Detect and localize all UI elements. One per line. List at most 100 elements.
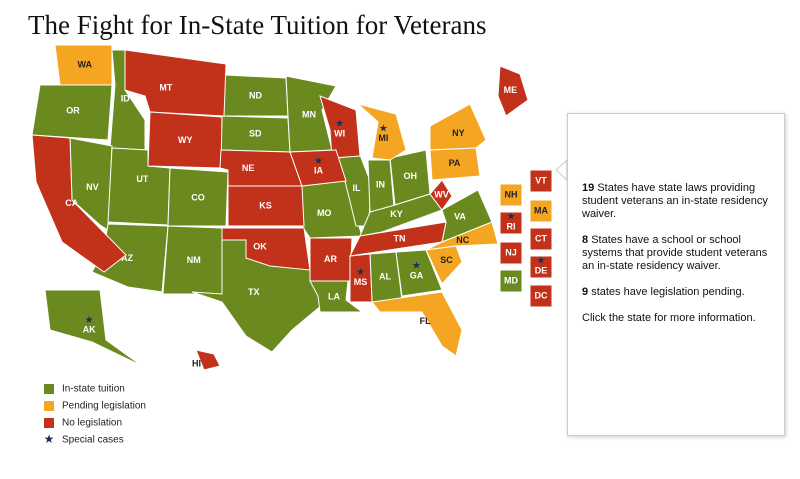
state-label[interactable]: KY xyxy=(390,209,403,219)
info-count: 8 xyxy=(582,234,589,246)
state[interactable] xyxy=(44,289,143,367)
state-label[interactable]: SC xyxy=(440,255,453,265)
state-label[interactable]: MN xyxy=(302,109,316,119)
state-label[interactable]: AR xyxy=(324,254,337,264)
state[interactable] xyxy=(221,227,311,271)
state-label[interactable]: CT xyxy=(535,233,547,243)
state-label[interactable]: IA xyxy=(314,166,324,176)
state-label[interactable]: MD xyxy=(504,275,518,285)
state[interactable] xyxy=(195,349,221,371)
state-label[interactable]: VT xyxy=(535,175,547,185)
state[interactable] xyxy=(497,65,529,117)
state-label[interactable]: AL xyxy=(379,271,391,281)
legend-swatch xyxy=(44,384,54,394)
state[interactable] xyxy=(529,284,553,308)
legend-label: In-state tuition xyxy=(62,384,125,395)
state-label[interactable]: AK xyxy=(83,325,96,335)
state[interactable] xyxy=(54,44,113,86)
info-text: States have a school or school systems t… xyxy=(582,234,768,272)
state-label[interactable]: OH xyxy=(404,171,418,181)
state[interactable] xyxy=(529,255,553,279)
state-label[interactable]: ND xyxy=(249,91,262,101)
state-label[interactable]: MA xyxy=(534,205,548,215)
state[interactable] xyxy=(289,149,347,187)
state-label[interactable]: MI xyxy=(378,133,388,143)
state-label[interactable]: IN xyxy=(376,179,385,189)
state-label[interactable]: MT xyxy=(159,82,172,92)
state-label[interactable]: RI xyxy=(507,221,516,231)
state-label[interactable]: MO xyxy=(317,208,332,218)
state[interactable] xyxy=(429,103,487,151)
state-label[interactable]: SD xyxy=(249,128,262,138)
info-count: 9 xyxy=(582,286,589,298)
state-label[interactable]: AZ xyxy=(121,253,133,263)
state[interactable] xyxy=(219,149,303,187)
state-label[interactable]: IL xyxy=(353,183,362,193)
info-paragraph: 19 States have state laws providing stud… xyxy=(582,182,772,221)
state[interactable] xyxy=(425,221,499,251)
state-label[interactable]: KS xyxy=(259,200,272,210)
state[interactable] xyxy=(529,169,553,193)
state[interactable] xyxy=(499,211,523,235)
state[interactable] xyxy=(349,253,373,303)
special-marker: ★ xyxy=(379,123,388,134)
state-label[interactable]: GA xyxy=(410,270,424,280)
state-label[interactable]: PA xyxy=(449,158,461,168)
state-label[interactable]: UT xyxy=(136,174,148,184)
state-label[interactable]: VA xyxy=(454,212,466,222)
special-marker: ★ xyxy=(335,119,344,130)
state[interactable] xyxy=(124,49,227,117)
state[interactable] xyxy=(499,241,523,265)
special-marker: ★ xyxy=(412,261,421,272)
state-label[interactable]: TN xyxy=(394,233,406,243)
legend-swatch xyxy=(44,401,54,411)
state[interactable] xyxy=(499,183,523,207)
state-label[interactable]: OR xyxy=(66,106,80,116)
state[interactable] xyxy=(349,221,447,257)
state-label[interactable]: WV xyxy=(434,189,449,199)
state[interactable] xyxy=(499,269,523,293)
state-label[interactable]: DC xyxy=(535,290,548,300)
state-label[interactable]: CO xyxy=(191,192,205,202)
state[interactable] xyxy=(425,245,463,285)
state-label[interactable]: NH xyxy=(505,189,518,199)
state[interactable] xyxy=(357,103,407,161)
state[interactable] xyxy=(319,95,361,159)
state[interactable] xyxy=(371,291,463,357)
state-label[interactable]: ME xyxy=(504,85,518,95)
state-label[interactable]: WA xyxy=(78,59,93,69)
legend-label: Special cases xyxy=(62,435,124,446)
state[interactable] xyxy=(31,134,127,273)
state-label[interactable]: NY xyxy=(452,128,465,138)
state-label[interactable]: NV xyxy=(86,182,99,192)
state-label[interactable]: WI xyxy=(334,128,345,138)
info-text: Click the state for more information. xyxy=(582,312,756,324)
special-marker: ★ xyxy=(537,256,546,267)
state-label[interactable]: NC xyxy=(456,235,469,245)
state-label[interactable]: NJ xyxy=(505,247,517,257)
state[interactable] xyxy=(429,147,481,181)
state-label[interactable]: HI xyxy=(192,358,201,368)
state[interactable] xyxy=(167,167,229,227)
state-label[interactable]: FL xyxy=(420,316,431,326)
state[interactable] xyxy=(227,185,305,227)
map-title: The Fight for In-State Tuition for Veter… xyxy=(28,10,487,40)
state-label[interactable]: TX xyxy=(248,287,260,297)
info-paragraph: 8 States have a school or school systems… xyxy=(582,234,772,273)
state-label[interactable]: MS xyxy=(354,277,368,287)
state-label[interactable]: NM xyxy=(187,255,201,265)
state-label[interactable]: NE xyxy=(242,163,255,173)
state[interactable] xyxy=(529,227,553,251)
state-label[interactable]: WY xyxy=(178,135,193,145)
state[interactable] xyxy=(429,179,453,211)
special-marker: ★ xyxy=(85,315,94,326)
state-label[interactable]: CA xyxy=(65,198,78,208)
state[interactable] xyxy=(395,249,443,297)
state[interactable] xyxy=(529,199,553,223)
state-label[interactable]: LA xyxy=(328,291,340,301)
state-label[interactable]: DE xyxy=(535,265,548,275)
state-label[interactable]: ID xyxy=(121,93,131,103)
state-label[interactable]: OK xyxy=(253,242,267,252)
info-pointer xyxy=(555,158,568,182)
